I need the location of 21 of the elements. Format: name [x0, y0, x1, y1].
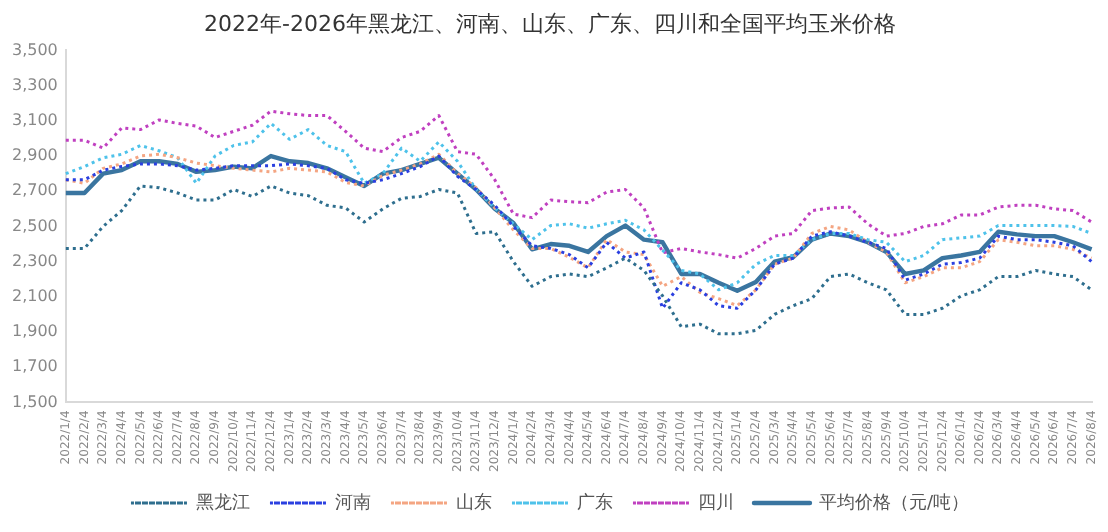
legend-label: 四川 — [697, 491, 734, 514]
y-tick-label: 1,900 — [11, 322, 58, 341]
legend-label: 黑龙江 — [195, 491, 250, 514]
y-tick-label: 3,100 — [11, 110, 58, 129]
y-tick-label: 2,900 — [11, 146, 58, 165]
y-tick-label: 2,500 — [11, 216, 58, 235]
line-series — [64, 121, 1094, 292]
y-tick-label: 1,700 — [11, 357, 58, 376]
y-tick-label: 1,500 — [11, 392, 58, 411]
y-tick-label: 2,300 — [11, 251, 58, 270]
y-tick-label: 2,700 — [11, 181, 58, 200]
y-tick-label: 3,500 — [11, 40, 58, 59]
legend-label: 平均价格（元/吨） — [818, 491, 970, 514]
legend-label: 广东 — [576, 491, 613, 514]
line-series — [64, 184, 1094, 336]
y-tick-label: 2,100 — [11, 287, 58, 306]
line-series — [64, 109, 1094, 260]
chart-title: 2022年-2026年黑龙江、河南、山东、广东、四川和全国平均玉米价格 — [204, 10, 896, 37]
legend-label: 河南 — [334, 491, 371, 514]
legend-label: 山东 — [455, 491, 492, 514]
y-tick-label: 3,300 — [11, 75, 58, 94]
